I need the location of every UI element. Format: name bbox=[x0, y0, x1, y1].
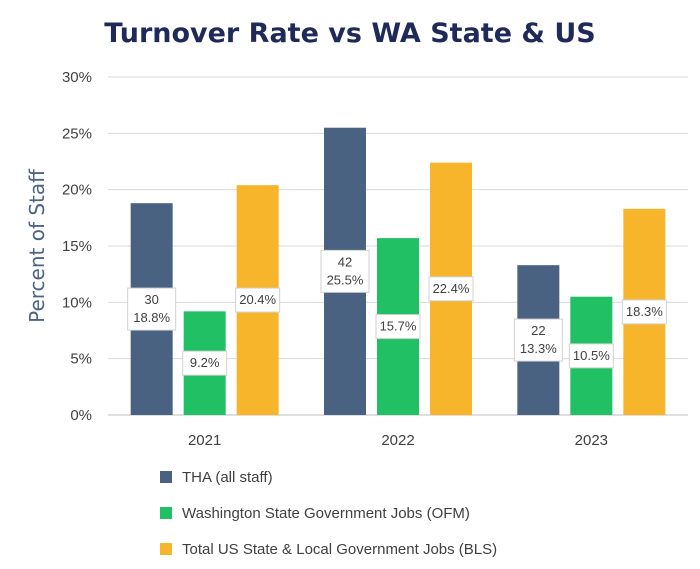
legend-label: THA (all staff) bbox=[182, 469, 273, 486]
data-label: 30 bbox=[144, 292, 158, 307]
legend-swatch bbox=[160, 471, 172, 483]
category-labels: 2021 2022 2023 bbox=[188, 432, 608, 449]
data-label: 9.2% bbox=[190, 355, 220, 370]
data-label: 15.7% bbox=[380, 319, 417, 334]
legend-swatch bbox=[160, 543, 172, 555]
y-tick-label: 10% bbox=[62, 294, 92, 311]
category-label: 2023 bbox=[575, 432, 608, 449]
data-label: 42 bbox=[338, 254, 352, 269]
data-label-box bbox=[428, 276, 474, 302]
data-label: 20.4% bbox=[239, 292, 276, 307]
data-label-box bbox=[235, 287, 281, 313]
legend-swatch bbox=[160, 507, 172, 519]
data-label: 13.3% bbox=[520, 341, 557, 356]
y-tick-label: 15% bbox=[62, 238, 92, 255]
data-label-box bbox=[375, 314, 421, 340]
y-axis-label: Percent of Staff bbox=[25, 168, 49, 323]
chart-title: Turnover Rate vs WA State & US bbox=[104, 18, 595, 49]
y-tick-labels: 0% 5% 10% 15% 20% 25% 30% bbox=[62, 69, 92, 424]
data-label-box bbox=[513, 318, 563, 362]
legend-label: Total US State & Local Government Jobs (… bbox=[182, 541, 497, 558]
data-label-box bbox=[320, 249, 370, 293]
data-labels: 30 18.8% 9.2% 20.4% 42 25.5% 15.7% 22.4% 22 13.3%… bbox=[127, 249, 667, 376]
data-label: 10.5% bbox=[573, 348, 610, 363]
data-label: 18.3% bbox=[626, 304, 663, 319]
data-label-box bbox=[182, 350, 228, 376]
data-label-box bbox=[127, 287, 177, 331]
y-tick-label: 20% bbox=[62, 182, 92, 199]
data-label: 25.5% bbox=[327, 272, 364, 287]
y-tick-label: 25% bbox=[62, 125, 92, 142]
y-tick-label: 5% bbox=[70, 351, 92, 368]
data-label: 18.8% bbox=[133, 310, 170, 325]
category-label: 2021 bbox=[188, 432, 221, 449]
data-label-box bbox=[621, 299, 667, 325]
category-label: 2022 bbox=[381, 432, 414, 449]
data-label: 22.4% bbox=[433, 281, 470, 296]
data-label: 22 bbox=[531, 323, 545, 338]
y-tick-label: 30% bbox=[62, 69, 92, 86]
data-label-box bbox=[568, 343, 614, 369]
y-tick-label: 0% bbox=[70, 407, 92, 424]
legend-label: Washington State Government Jobs (OFM) bbox=[182, 505, 470, 522]
legend: THA (all staff) Washington State Governme… bbox=[160, 469, 497, 558]
